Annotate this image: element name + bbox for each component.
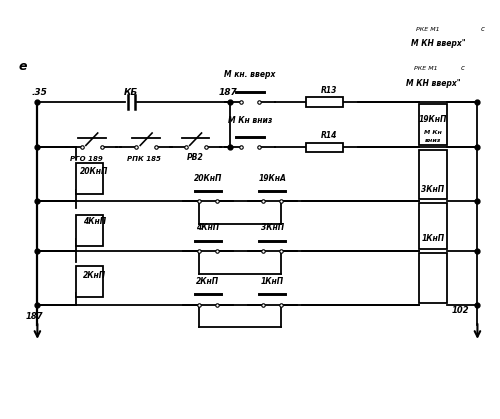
Text: М кн. вверх: М кн. вверх	[224, 70, 276, 79]
Text: М Кн вниз: М Кн вниз	[228, 116, 272, 125]
Bar	[76, 215, 103, 246]
Bar	[420, 150, 446, 199]
Text: 20КнП: 20КнП	[194, 173, 222, 183]
Text: 187: 187	[26, 312, 44, 321]
Text: М КН вверх": М КН вверх"	[406, 78, 460, 88]
Bar	[420, 203, 446, 249]
Text: с: с	[460, 65, 464, 71]
Text: 19КнА: 19КнА	[258, 173, 286, 183]
Text: 2КнП: 2КнП	[196, 277, 220, 286]
Text: 19КнП: 19КнП	[419, 114, 447, 124]
Text: РКЕ М1: РКЕ М1	[414, 66, 438, 71]
Text: R14: R14	[321, 131, 338, 140]
Text: 187: 187	[218, 88, 237, 97]
Text: .35: .35	[32, 88, 48, 97]
Text: R13: R13	[321, 85, 338, 95]
Text: 3КнП: 3КнП	[422, 185, 444, 194]
Text: вниз: вниз	[425, 138, 441, 143]
Text: 102: 102	[452, 306, 469, 315]
Bar	[306, 98, 343, 106]
Text: РГО 189: РГО 189	[70, 156, 103, 162]
Bar	[76, 266, 103, 297]
Text: РВ2: РВ2	[187, 153, 204, 162]
Bar	[76, 163, 103, 194]
Text: 1КнП: 1КнП	[422, 234, 444, 243]
Text: М КН вверх": М КН вверх"	[410, 39, 466, 48]
Text: 2КнП: 2КнП	[82, 271, 106, 280]
Text: РКЕ М1: РКЕ М1	[416, 27, 440, 32]
Bar	[420, 104, 446, 145]
Text: 4КнП: 4КнП	[82, 217, 106, 226]
Text: 20КнП: 20КнП	[80, 168, 108, 176]
Bar	[420, 253, 446, 303]
Text: 3КнП: 3КнП	[260, 223, 284, 232]
Text: 4КнП: 4КнП	[196, 223, 220, 232]
Bar	[306, 143, 343, 152]
Text: РПК 185: РПК 185	[127, 156, 160, 162]
Text: М Кн: М Кн	[424, 130, 442, 135]
Text: e: e	[18, 60, 27, 73]
Text: с: с	[480, 26, 484, 32]
Text: КБ: КБ	[124, 88, 138, 97]
Text: 1КнП: 1КнП	[260, 277, 284, 286]
